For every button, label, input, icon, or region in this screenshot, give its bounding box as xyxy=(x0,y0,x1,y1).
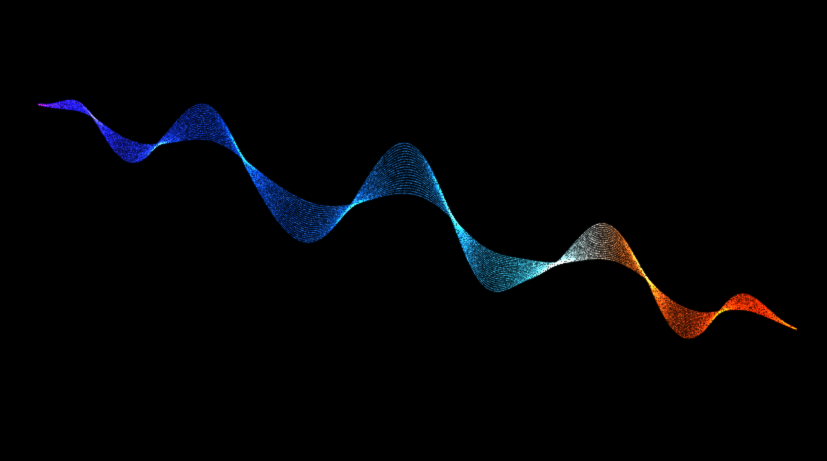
plot-figure: Abstract visualization of twenty overlap… xyxy=(0,0,827,461)
sine-ribbon-canvas xyxy=(0,0,827,461)
